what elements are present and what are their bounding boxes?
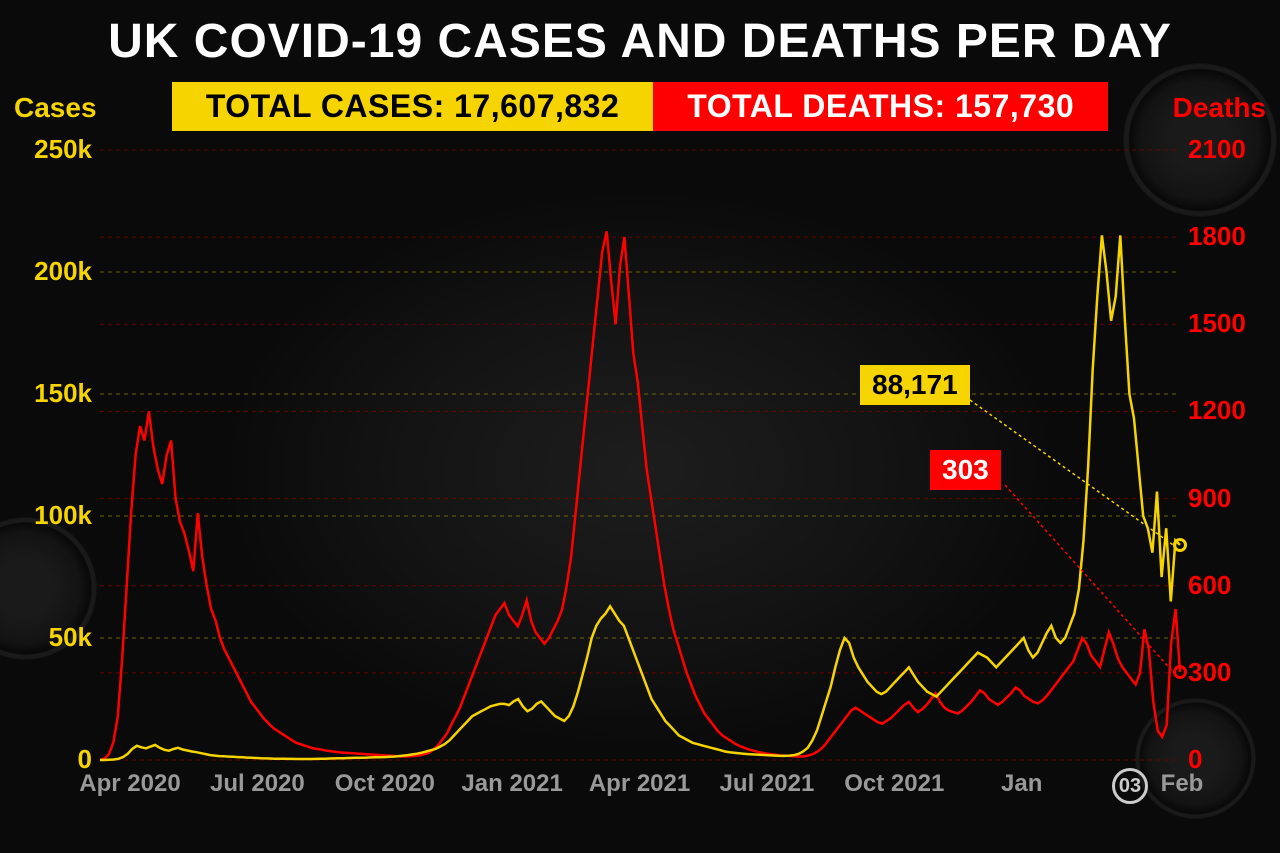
x-axis-tick: Jul 2020 (210, 770, 305, 798)
total-cases-text: TOTAL CASES: 17,607,832 (206, 88, 619, 124)
y-right-tick: 900 (1188, 483, 1231, 514)
y-left-tick: 250k (20, 134, 92, 165)
cases-callout-value: 88,171 (872, 369, 958, 400)
chart-svg (100, 150, 1180, 760)
y-right-tick: 300 (1188, 657, 1231, 688)
total-cases-badge: TOTAL CASES: 17,607,832 (172, 82, 653, 131)
total-deaths-badge: TOTAL DEATHS: 157,730 (653, 82, 1108, 131)
y-right-tick: 1800 (1188, 221, 1246, 252)
y-axis-left-label: Cases (14, 92, 97, 124)
x-axis-tick: Apr 2020 (79, 770, 180, 798)
chart-area: 050k100k150k200k250k 0300600900120015001… (100, 150, 1180, 760)
total-badges: TOTAL CASES: 17,607,832 TOTAL DEATHS: 15… (0, 82, 1280, 131)
deaths-callout-value: 303 (942, 454, 989, 485)
x-axis-tick: Apr 2021 (589, 770, 690, 798)
cases-end-marker (1173, 538, 1187, 552)
y-right-tick: 1200 (1188, 395, 1246, 426)
y-left-tick: 150k (20, 378, 92, 409)
x-axis-end-label: Feb (1161, 770, 1204, 798)
x-axis-tick: Jan (1001, 770, 1042, 798)
y-right-tick: 600 (1188, 570, 1231, 601)
x-axis-tick: Oct 2021 (844, 770, 944, 798)
y-axis-right-label: Deaths (1173, 92, 1266, 124)
deaths-callout: 303 (930, 450, 1001, 490)
x-axis-tick: Oct 2020 (335, 770, 435, 798)
current-date-marker: 03 (1112, 768, 1148, 804)
deaths-end-marker (1173, 665, 1187, 679)
total-deaths-text: TOTAL DEATHS: 157,730 (687, 88, 1074, 124)
cases-callout: 88,171 (860, 365, 970, 405)
y-left-tick: 50k (20, 622, 92, 653)
x-axis-tick: Jan 2021 (461, 770, 562, 798)
y-left-tick: 200k (20, 256, 92, 287)
x-axis-tick: Jul 2021 (720, 770, 815, 798)
y-right-tick: 1500 (1188, 308, 1246, 339)
y-left-tick: 100k (20, 500, 92, 531)
chart-title: UK COVID-19 CASES AND DEATHS PER DAY (0, 14, 1280, 69)
y-right-tick: 2100 (1188, 134, 1246, 165)
